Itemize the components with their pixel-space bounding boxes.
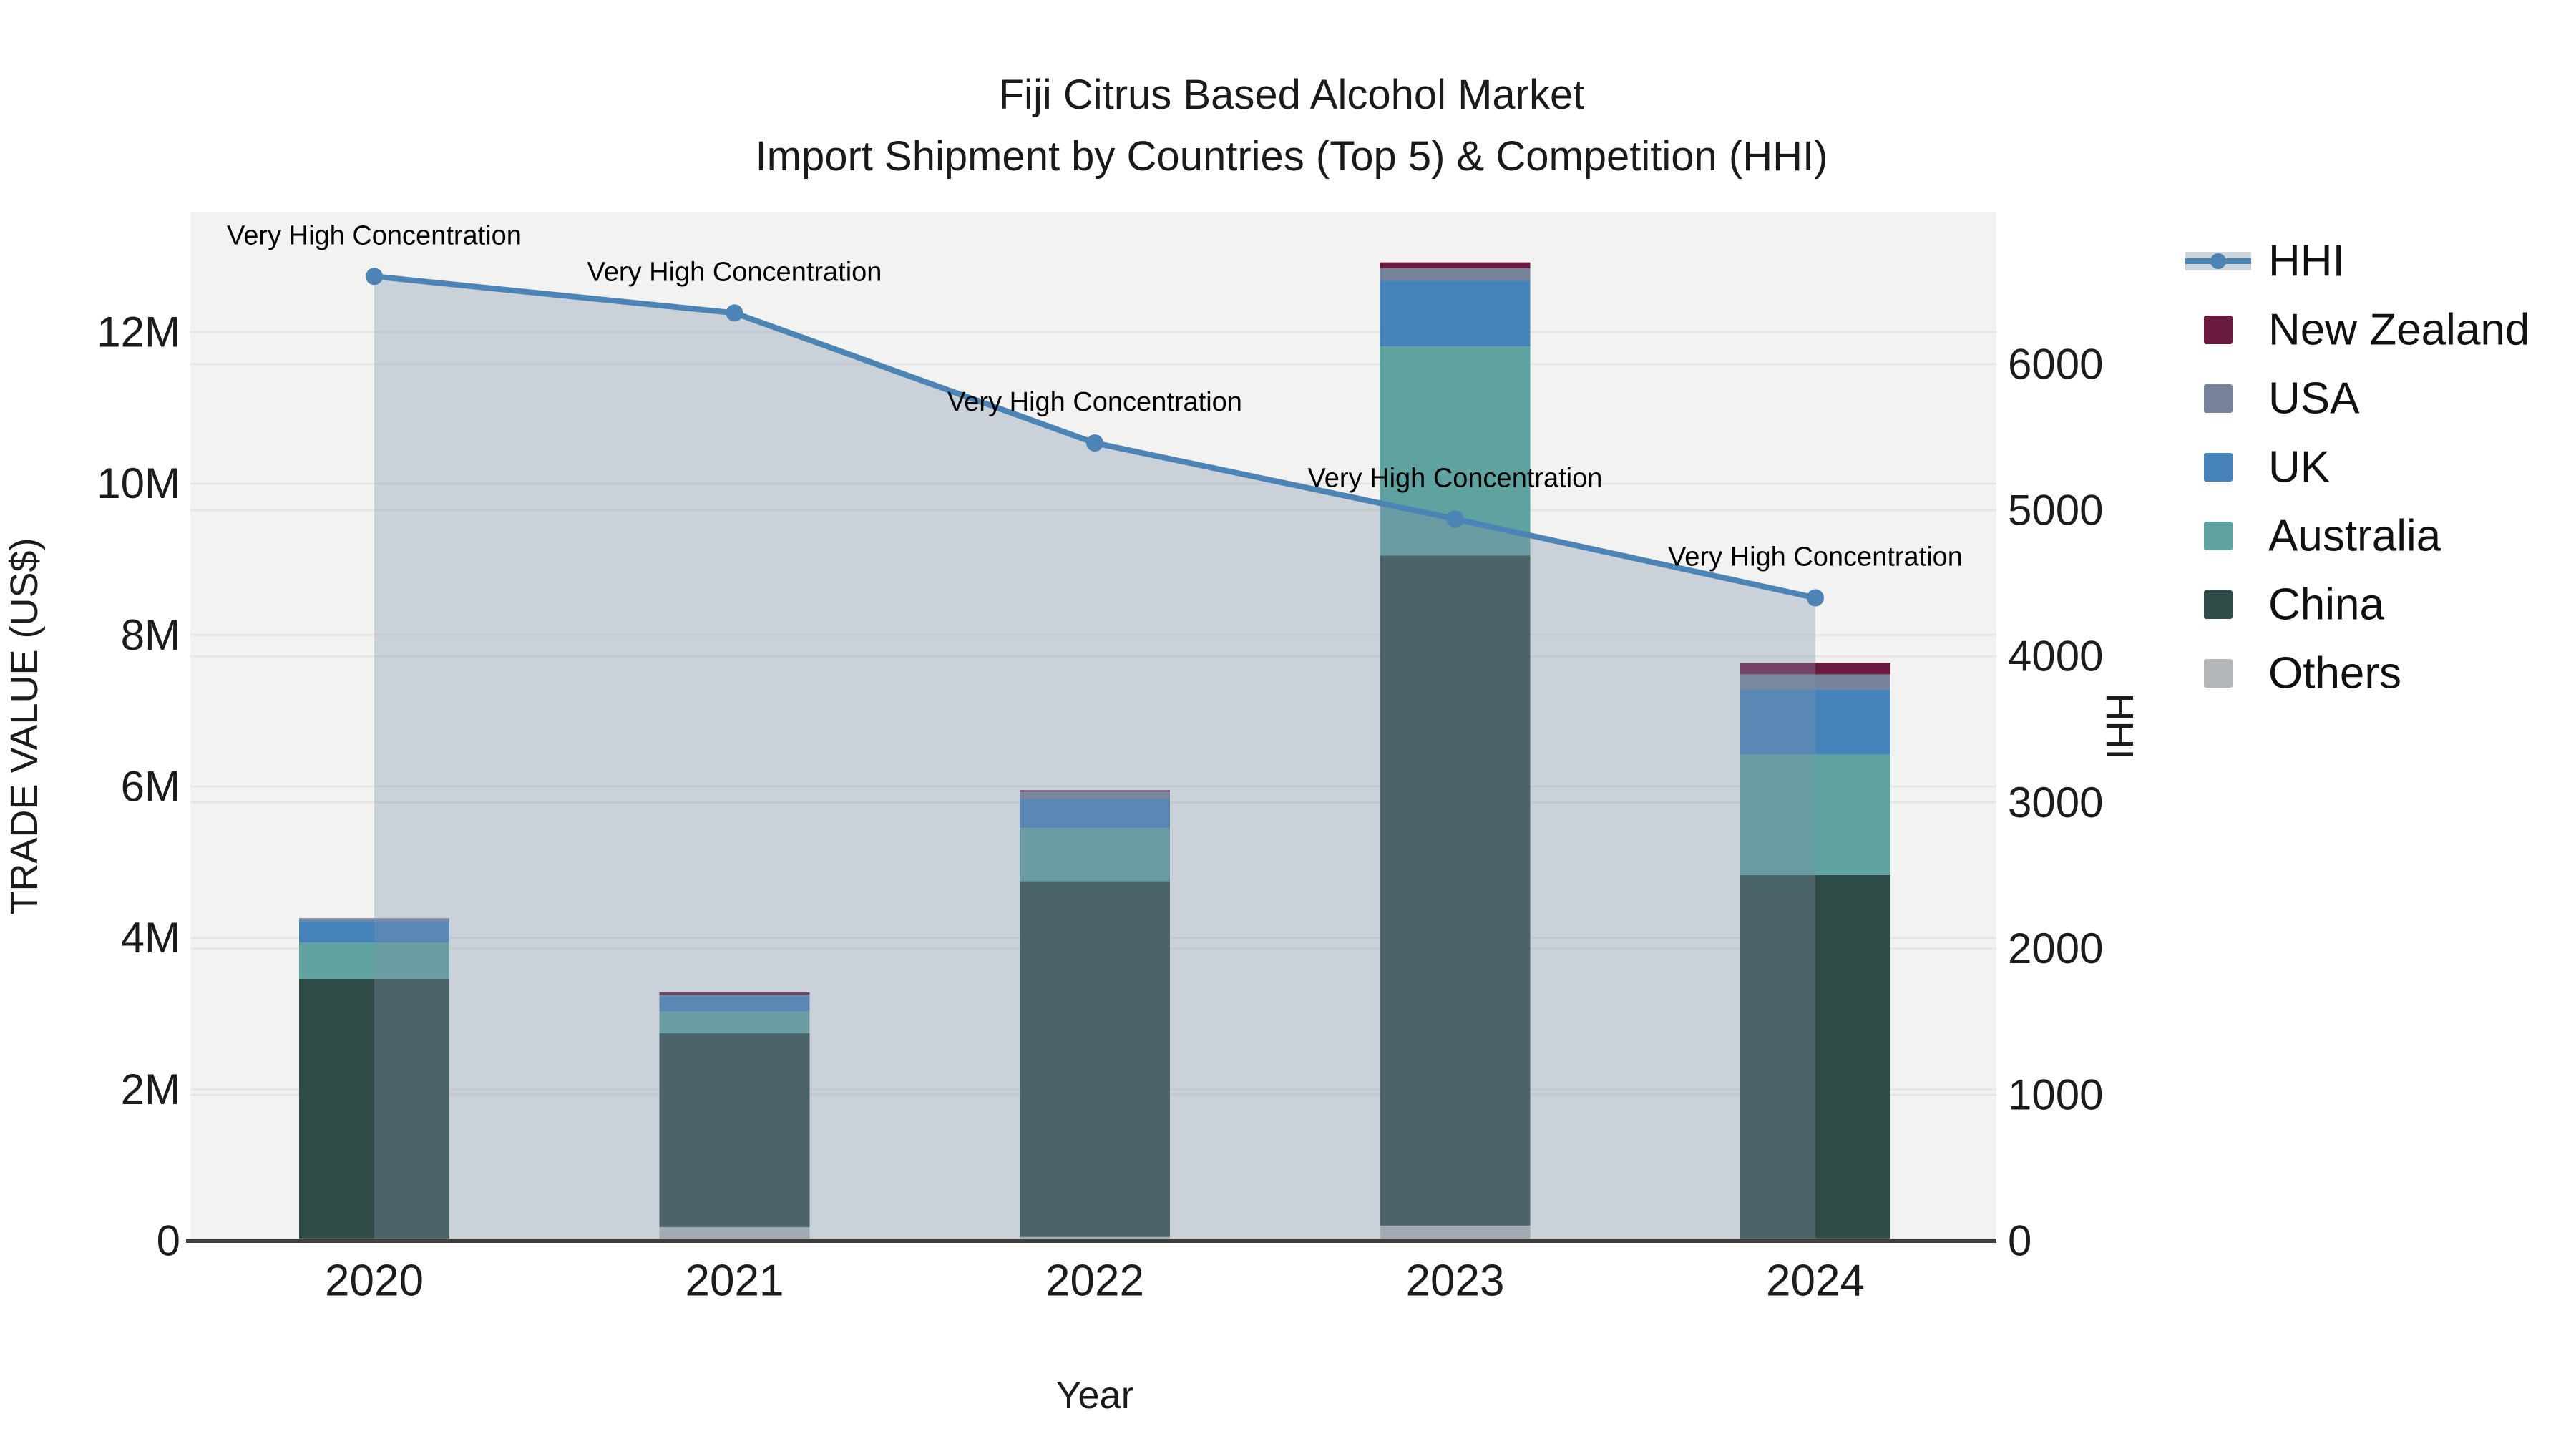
hhi-marker-2022[interactable] xyxy=(1086,434,1103,452)
bar-segment-uk-2023[interactable] xyxy=(1380,280,1531,347)
legend-label: Others xyxy=(2268,649,2401,698)
hhi-marker-2020[interactable] xyxy=(366,268,383,286)
y-left-tick-10M: 10M xyxy=(97,459,180,507)
y-right-tick-6000: 6000 xyxy=(2008,340,2103,388)
y-right-tick-4000: 4000 xyxy=(2008,633,2103,680)
bar-segment-china-2023[interactable] xyxy=(1380,555,1531,1226)
hhi-marker-2024[interactable] xyxy=(1807,589,1824,607)
bar-segment-australia-2022[interactable] xyxy=(1020,828,1170,882)
hhi-marker-2023[interactable] xyxy=(1446,510,1464,528)
bar-segment-usa-2023[interactable] xyxy=(1380,268,1531,281)
legend-item-hhi[interactable]: HHI xyxy=(2185,237,2345,286)
annotation-2022: Very High Concentration xyxy=(947,387,1242,417)
bar-segment-others-2021[interactable] xyxy=(659,1226,810,1241)
y-right-tick-1000: 1000 xyxy=(2008,1070,2103,1118)
y-right-tick-2000: 2000 xyxy=(2008,924,2103,972)
bar-segment-usa-2022[interactable] xyxy=(1020,791,1170,800)
x-tick-2020: 2020 xyxy=(325,1257,424,1306)
y-left-axis-title: TRADE VALUE (US$) xyxy=(3,537,46,914)
legend-label: HHI xyxy=(2268,237,2345,286)
y-right-tick-0: 0 xyxy=(2008,1217,2031,1265)
legend-swatch-icon xyxy=(2204,453,2233,482)
legend-swatch-icon xyxy=(2204,316,2233,344)
bar-segment-usa-2020[interactable] xyxy=(299,918,449,922)
legend-item-usa[interactable]: USA xyxy=(2204,374,2360,424)
legend-swatch-icon xyxy=(2204,590,2233,619)
chart-title-line1: Fiji Citrus Based Alcohol Market xyxy=(999,72,1585,118)
legend-label: Australia xyxy=(2268,512,2441,561)
x-tick-2021: 2021 xyxy=(686,1257,784,1306)
bar-segment-new-zealand-2022[interactable] xyxy=(1020,790,1170,792)
bar-segment-new-zealand-2023[interactable] xyxy=(1380,262,1531,269)
hhi-marker-2021[interactable] xyxy=(726,304,743,322)
bar-segment-usa-2024[interactable] xyxy=(1740,674,1890,690)
bar-segment-uk-2024[interactable] xyxy=(1740,689,1890,755)
x-tick-2022: 2022 xyxy=(1045,1257,1144,1306)
y-left-tick-8M: 8M xyxy=(121,611,180,659)
x-tick-2023: 2023 xyxy=(1406,1257,1505,1306)
y-left-tick-4M: 4M xyxy=(121,914,180,962)
legend-label: UK xyxy=(2268,443,2330,492)
bar-segment-uk-2020[interactable] xyxy=(299,921,449,943)
y-left-tick-2M: 2M xyxy=(121,1065,180,1113)
y-right-axis-title: HHI xyxy=(2098,693,2141,760)
legend-item-uk[interactable]: UK xyxy=(2204,443,2330,492)
annotation-2021: Very High Concentration xyxy=(587,257,882,287)
bar-segment-china-2024[interactable] xyxy=(1740,874,1890,1239)
bar-segment-australia-2020[interactable] xyxy=(299,942,449,979)
legend-item-australia[interactable]: Australia xyxy=(2204,512,2441,561)
bar-segment-china-2021[interactable] xyxy=(659,1033,810,1227)
legend-swatch-icon xyxy=(2204,522,2233,550)
legend-label: New Zealand xyxy=(2268,306,2529,355)
bar-segment-australia-2024[interactable] xyxy=(1740,754,1890,875)
x-tick-2024: 2024 xyxy=(1766,1257,1865,1306)
annotation-2023: Very High Concentration xyxy=(1308,463,1603,493)
bar-segment-uk-2021[interactable] xyxy=(659,996,810,1012)
chart-title-line2: Import Shipment by Countries (Top 5) & C… xyxy=(756,133,1828,180)
x-axis-title: Year xyxy=(1055,1374,1133,1417)
legend-item-others[interactable]: Others xyxy=(2204,649,2401,698)
legend-label: China xyxy=(2268,580,2385,630)
bar-segment-new-zealand-2024[interactable] xyxy=(1740,663,1890,675)
legend-swatch-icon xyxy=(2204,659,2233,688)
legend-swatch-icon xyxy=(2204,384,2233,413)
annotation-2024: Very High Concentration xyxy=(1668,542,1963,572)
bar-segment-china-2020[interactable] xyxy=(299,978,449,1239)
bar-segment-others-2023[interactable] xyxy=(1380,1225,1531,1241)
y-right-tick-5000: 5000 xyxy=(2008,487,2103,535)
bar-segment-new-zealand-2021[interactable] xyxy=(659,992,810,995)
bar-segment-uk-2022[interactable] xyxy=(1020,799,1170,829)
y-left-tick-12M: 12M xyxy=(97,308,180,356)
hhi-area-fill xyxy=(374,276,1815,1241)
legend-hhi-marker-icon xyxy=(2210,253,2226,269)
y-right-tick-3000: 3000 xyxy=(2008,779,2103,826)
legend-item-china[interactable]: China xyxy=(2204,580,2385,630)
bar-segment-usa-2021[interactable] xyxy=(659,995,810,997)
bar-segment-china-2022[interactable] xyxy=(1020,881,1170,1237)
legend-label: USA xyxy=(2268,374,2360,424)
legend-item-new-zealand[interactable]: New Zealand xyxy=(2204,306,2529,355)
annotation-2020: Very High Concentration xyxy=(227,220,522,250)
bar-segment-australia-2021[interactable] xyxy=(659,1011,810,1034)
y-left-tick-6M: 6M xyxy=(121,763,180,811)
y-left-tick-0: 0 xyxy=(157,1217,180,1265)
